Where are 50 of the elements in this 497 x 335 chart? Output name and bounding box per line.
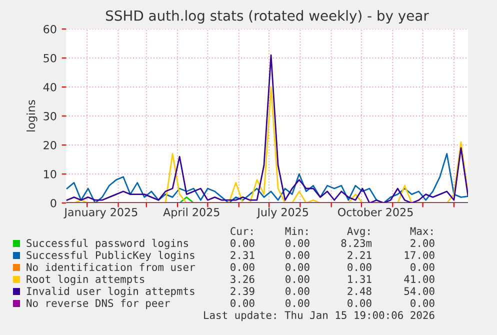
y-tick-label: 20 <box>44 140 56 150</box>
legend-label: Root login attempts <box>26 274 144 286</box>
y-tick-label: 0 <box>50 198 56 208</box>
text: 17.00 <box>404 251 434 260</box>
line-series <box>66 153 468 203</box>
text: 2.48 <box>348 287 372 296</box>
y-tick-label: 30 <box>44 112 56 120</box>
text: 0.00 <box>286 263 310 272</box>
text: 2.21 <box>348 251 372 259</box>
y-tick-label: 10 <box>44 170 56 178</box>
text: 0.00 <box>348 299 372 308</box>
text: 54.00 <box>404 287 434 296</box>
text: 1.31 <box>348 275 372 284</box>
text: 2.31 <box>230 251 254 260</box>
x-tick-label: January 2025 <box>64 208 138 218</box>
chart-title: SSHD auth.log stats (rotated weekly) - by year <box>106 10 429 24</box>
text: 0.00 <box>286 299 310 308</box>
y-tick-label: 50 <box>44 54 56 62</box>
text: 0.00 <box>286 251 310 260</box>
text: 8.23m <box>341 239 372 248</box>
y-tick-label: 60 <box>44 24 56 34</box>
text: Cur: <box>230 227 252 236</box>
text: Last update: Thu Jan 15 19:00:06 2026 <box>204 310 434 322</box>
text: 0.00 <box>348 263 372 272</box>
text: 0.00 <box>286 239 310 248</box>
legend-label: No identification from user <box>26 262 195 272</box>
legend-label: No reverse DNS for peer <box>26 298 170 310</box>
text: 0.00 <box>230 299 254 308</box>
text: 41.00 <box>404 275 434 284</box>
legend-label: Invalid user login attepmts <box>27 286 194 298</box>
x-tick-label: October 2025 <box>338 208 413 216</box>
text: 0.00 <box>286 275 310 284</box>
text: 0.00 <box>410 299 434 308</box>
text: Avg: <box>347 227 370 238</box>
text: 2.39 <box>230 287 254 296</box>
y-axis-title: logins <box>26 100 38 132</box>
legend-label: Successful password logins <box>26 238 188 250</box>
legend-label: Successful PublicKey logins <box>26 250 194 262</box>
text: 2.00 <box>410 239 434 248</box>
line-series <box>66 54 468 203</box>
text: Max: <box>410 227 432 236</box>
x-tick-label: July 2025 <box>256 208 308 218</box>
y-tick-label: 40 <box>43 82 56 92</box>
text: 0.00 <box>286 287 310 296</box>
text: 3.26 <box>230 275 254 284</box>
text: 0.00 <box>410 263 434 272</box>
text: 0.00 <box>230 263 254 272</box>
x-tick-label: April 2025 <box>163 208 220 218</box>
text: Min: <box>285 226 308 235</box>
text: 0.00 <box>230 239 254 248</box>
